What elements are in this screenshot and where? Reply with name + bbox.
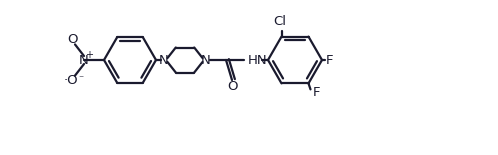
Text: Cl: Cl — [273, 15, 286, 28]
Text: N: N — [79, 53, 89, 66]
Text: HN: HN — [248, 53, 267, 66]
Text: O: O — [68, 33, 78, 46]
Text: F: F — [326, 53, 334, 66]
Text: N: N — [201, 53, 211, 66]
Text: F: F — [313, 86, 320, 99]
Text: +: + — [86, 50, 94, 60]
Text: O: O — [228, 80, 238, 93]
Text: ⁻: ⁻ — [79, 75, 84, 85]
Text: N: N — [159, 53, 169, 66]
Text: ·O: ·O — [64, 74, 78, 87]
